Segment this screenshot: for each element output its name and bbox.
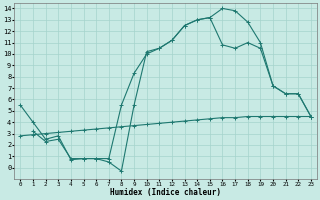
X-axis label: Humidex (Indice chaleur): Humidex (Indice chaleur) bbox=[110, 188, 221, 197]
